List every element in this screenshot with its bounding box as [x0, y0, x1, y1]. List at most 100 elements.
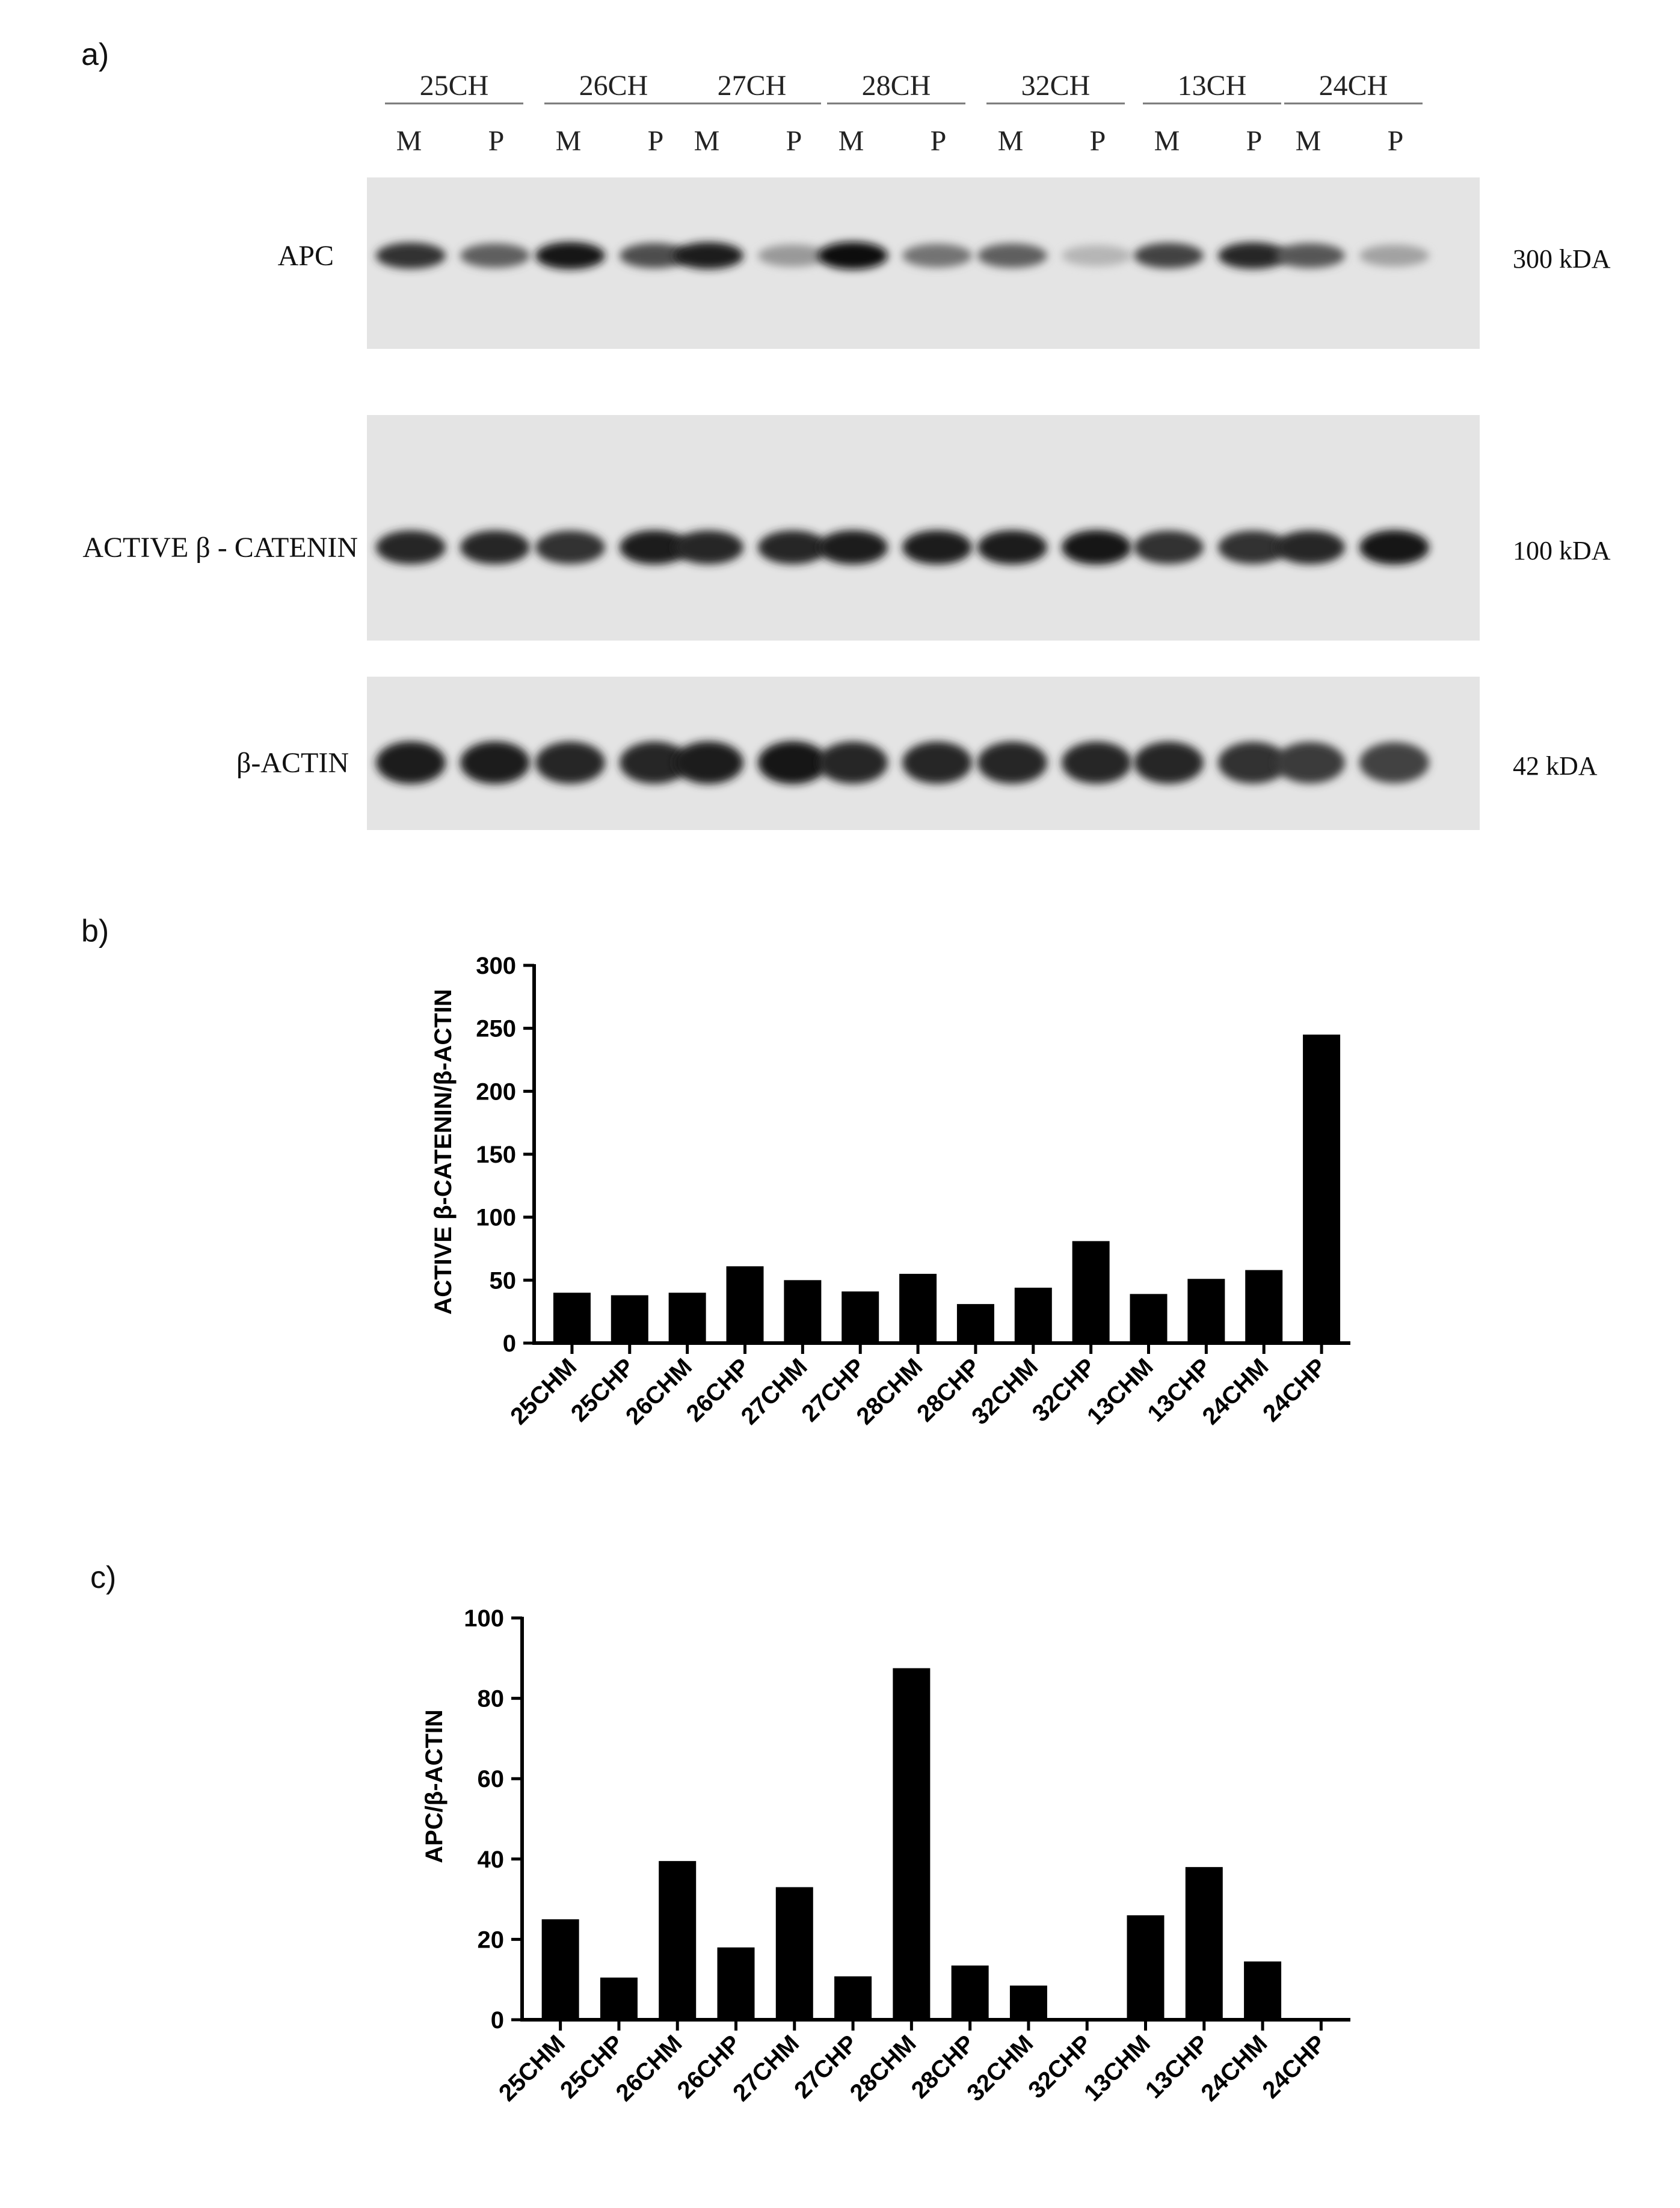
blot-band	[620, 530, 689, 565]
blot-protein-label: ACTIVE β - CATENIN	[82, 532, 358, 564]
blot-band	[1134, 242, 1204, 269]
bar-26CHP	[726, 1266, 764, 1343]
group-label: 24CH	[1319, 70, 1388, 102]
blot-band	[1218, 742, 1288, 784]
chart-c: APC/β-ACTIN 02040608010025CHM25CHP26CHM2…	[421, 1605, 1350, 2106]
chart-b: ACTIVE β-CATENIN/β-ACTIN 0 50 100 150 200 250…	[430, 953, 1350, 1430]
x-tick-label: 25CHM	[494, 2030, 570, 2106]
blot-band	[1062, 245, 1131, 266]
bar-26CHM	[668, 1293, 706, 1343]
bar-27CHM	[784, 1280, 822, 1343]
blot-band	[1359, 244, 1429, 267]
bar-28CHM	[893, 1668, 931, 2020]
bar-13CHM	[1130, 1294, 1168, 1343]
lane-label-p: P	[488, 125, 505, 157]
bar-24CHP	[1303, 1035, 1341, 1343]
blot-band	[902, 244, 972, 268]
x-tick-label: 28CHM	[845, 2030, 922, 2106]
panel-b-label: b)	[81, 914, 109, 949]
blot-band	[376, 741, 446, 784]
bar-28CHP	[956, 1304, 994, 1343]
y-tick-label: 150	[476, 1142, 516, 1168]
lane-label-m: M	[396, 125, 422, 157]
lane-label-p: P	[931, 125, 947, 157]
panel-a-label: a)	[81, 37, 109, 72]
lane-label-m: M	[838, 125, 864, 157]
blot-band	[620, 741, 689, 784]
blot-band	[1359, 742, 1429, 784]
bar-13CHP	[1185, 1867, 1223, 2020]
blot-size-label: 100 kDA	[1513, 536, 1611, 565]
bar-13CHM	[1127, 1915, 1165, 2020]
lane-label-p: P	[1090, 125, 1106, 157]
chart-b-ylabel: ACTIVE β-CATENIN/β-ACTIN	[430, 989, 457, 1314]
bar-32CHM	[1009, 1985, 1047, 2020]
blot-band	[674, 741, 743, 784]
x-tick-label: 26CHM	[611, 2030, 688, 2106]
y-tick-label: 100	[476, 1205, 516, 1231]
bar-25CHP	[611, 1295, 648, 1343]
y-tick-label: 100	[464, 1605, 504, 1632]
x-tick-label: 24CHP	[1257, 2030, 1331, 2103]
blot-band	[376, 242, 446, 269]
x-tick-label: 25CHM	[505, 1353, 582, 1430]
bar-25CHP	[600, 1977, 638, 2020]
blot-protein-label: APC	[278, 240, 334, 272]
bar-26CHM	[659, 1861, 697, 2020]
bar-26CHP	[717, 1947, 755, 2020]
blot-band	[620, 243, 689, 268]
y-tick-label: 20	[478, 1927, 505, 1953]
blot-band	[818, 741, 888, 784]
y-tick-label: 50	[490, 1267, 517, 1294]
x-tick-label: 27CHM	[728, 2030, 804, 2106]
group-label: 25CH	[420, 70, 489, 102]
bar-25CHM	[553, 1293, 591, 1343]
bar-27CHM	[775, 1887, 813, 2020]
group-label: 32CH	[1021, 70, 1091, 102]
x-tick-label: 32CHM	[962, 2030, 1038, 2106]
blot-band	[977, 243, 1047, 268]
y-tick-label: 80	[478, 1686, 505, 1712]
blot-band	[1359, 530, 1429, 565]
blot-band	[977, 741, 1047, 784]
blot-band	[1218, 530, 1288, 564]
lane-label-m: M	[1154, 125, 1180, 157]
blot-protein-label: β-ACTIN	[236, 747, 349, 779]
blot-band	[758, 530, 828, 565]
bar-27CHP	[842, 1291, 879, 1343]
lane-label-m: M	[556, 125, 582, 157]
blot-band	[1134, 741, 1204, 784]
lane-label-m: M	[694, 125, 720, 157]
y-tick-label: 60	[478, 1766, 505, 1792]
blot-band	[902, 741, 972, 784]
y-tick-label: 300	[476, 953, 516, 979]
blot-band	[535, 242, 605, 269]
lane-label-p: P	[1246, 125, 1263, 157]
blot-band	[758, 244, 828, 267]
blot-strip	[367, 415, 1480, 641]
lane-label-p: P	[786, 125, 802, 157]
lane-label-m: M	[1296, 125, 1322, 157]
bar-32CHM	[1014, 1287, 1052, 1343]
blot-band	[758, 741, 828, 784]
bar-24CHM	[1244, 1961, 1282, 2020]
blot-band	[1134, 530, 1204, 564]
chart-c-ylabel: APC/β-ACTIN	[421, 1709, 448, 1863]
blot-band	[1062, 530, 1131, 565]
bar-24CHM	[1245, 1270, 1283, 1343]
blot-band	[1062, 741, 1131, 784]
x-tick-label: 24CHM	[1196, 2030, 1272, 2106]
bar-25CHM	[541, 1919, 579, 2020]
y-tick-label: 200	[476, 1078, 516, 1105]
blot-size-label: 42 kDA	[1513, 751, 1598, 781]
blot-band	[460, 741, 530, 784]
blot-size-label: 300 kDA	[1513, 244, 1611, 274]
bar-28CHP	[951, 1965, 989, 2020]
y-tick-label: 40	[478, 1847, 505, 1873]
blot-band	[818, 530, 888, 565]
x-tick-label: 24CHP	[1258, 1353, 1331, 1427]
lane-label-p: P	[648, 125, 664, 157]
x-tick-label: 13CHM	[1079, 2030, 1155, 2106]
group-label: 13CH	[1178, 70, 1247, 102]
